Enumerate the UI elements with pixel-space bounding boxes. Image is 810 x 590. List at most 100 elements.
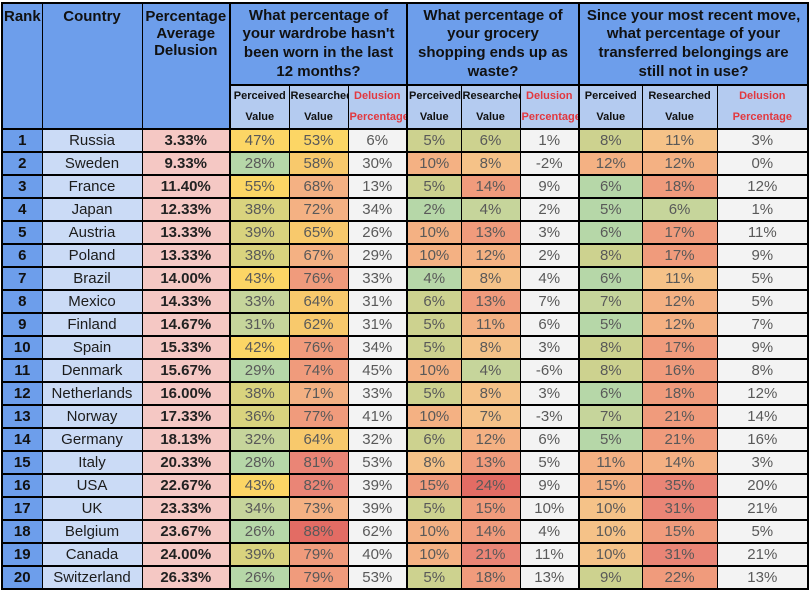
cell-rank: 13 [1,403,43,429]
cell-grocery-perceived: 10% [406,150,462,176]
cell-grocery-perceived: 5% [406,334,462,360]
cell-country: Brazil [41,265,143,291]
cell-average-delusion: 22.67% [141,472,231,498]
cell-wardrobe-perceived: 55% [229,173,290,199]
cell-belongings-researched: 11% [641,127,718,153]
cell-grocery-delusion: 1% [519,127,580,153]
cell-country: Poland [41,242,143,268]
cell-belongings-perceived: 11% [578,449,643,475]
cell-belongings-researched: 17% [641,219,718,245]
cell-belongings-delusion: 9% [716,242,809,268]
cell-rank: 10 [1,334,43,360]
header-rank: Rank [1,2,43,130]
table-row: 11 Denmark 15.67% 29% 74% 45% 10% 4% -6% 8% 16% 8% [1,357,809,383]
cell-wardrobe-researched: 76% [288,334,349,360]
table-row: 13 Norway 17.33% 36% 77% 41% 10% 7% -3% 7% 21% 14% [1,403,809,429]
cell-belongings-researched: 22% [641,564,718,590]
cell-wardrobe-researched: 72% [288,196,349,222]
table-row: 14 Germany 18.13% 32% 64% 32% 6% 12% 6% 5% 21% 16% [1,426,809,452]
table-row: 10 Spain 15.33% 42% 76% 34% 5% 8% 3% 8% 17% 9% [1,334,809,360]
cell-wardrobe-delusion: 40% [347,541,408,567]
cell-country: Russia [41,127,143,153]
cell-rank: 14 [1,426,43,452]
table-row: 5 Austria 13.33% 39% 65% 26% 10% 13% 3% 6% 17% 11% [1,219,809,245]
cell-rank: 16 [1,472,43,498]
cell-belongings-delusion: 16% [716,426,809,452]
cell-grocery-perceived: 6% [406,288,462,314]
cell-wardrobe-delusion: 34% [347,334,408,360]
cell-belongings-researched: 11% [641,265,718,291]
cell-belongings-perceived: 8% [578,242,643,268]
subheader-perceived-wardrobe: Perceived Value [229,84,290,130]
cell-belongings-delusion: 3% [716,127,809,153]
cell-wardrobe-delusion: 31% [347,311,408,337]
table-header: Rank Country Percentage Average Delusion… [1,2,809,130]
cell-grocery-researched: 14% [460,173,521,199]
cell-average-delusion: 13.33% [141,242,231,268]
cell-average-delusion: 23.67% [141,518,231,544]
cell-wardrobe-researched: 76% [288,265,349,291]
cell-grocery-researched: 12% [460,426,521,452]
cell-wardrobe-perceived: 42% [229,334,290,360]
cell-belongings-delusion: 9% [716,334,809,360]
table-row: 18 Belgium 23.67% 26% 88% 62% 10% 14% 4% 10% 15% 5% [1,518,809,544]
cell-belongings-delusion: 21% [716,541,809,567]
cell-rank: 3 [1,173,43,199]
cell-grocery-researched: 8% [460,380,521,406]
cell-grocery-delusion: 13% [519,564,580,590]
cell-wardrobe-perceived: 36% [229,403,290,429]
table-row: 9 Finland 14.67% 31% 62% 31% 5% 11% 6% 5% 12% 7% [1,311,809,337]
cell-wardrobe-researched: 58% [288,150,349,176]
cell-wardrobe-delusion: 39% [347,495,408,521]
cell-belongings-researched: 12% [641,288,718,314]
cell-grocery-delusion: 6% [519,426,580,452]
cell-grocery-perceived: 10% [406,403,462,429]
cell-wardrobe-perceived: 26% [229,518,290,544]
cell-wardrobe-perceived: 34% [229,495,290,521]
table-row: 15 Italy 20.33% 28% 81% 53% 8% 13% 5% 11% 14% 3% [1,449,809,475]
cell-wardrobe-delusion: 34% [347,196,408,222]
cell-average-delusion: 3.33% [141,127,231,153]
cell-belongings-delusion: 11% [716,219,809,245]
cell-belongings-delusion: 8% [716,357,809,383]
cell-wardrobe-delusion: 33% [347,380,408,406]
cell-average-delusion: 15.67% [141,357,231,383]
cell-country: Finland [41,311,143,337]
table-row: 8 Mexico 14.33% 33% 64% 31% 6% 13% 7% 7% 12% 5% [1,288,809,314]
cell-wardrobe-researched: 64% [288,288,349,314]
cell-wardrobe-delusion: 30% [347,150,408,176]
cell-grocery-delusion: -6% [519,357,580,383]
cell-belongings-researched: 31% [641,541,718,567]
cell-grocery-delusion: 4% [519,265,580,291]
cell-belongings-delusion: 7% [716,311,809,337]
cell-grocery-perceived: 4% [406,265,462,291]
cell-belongings-researched: 6% [641,196,718,222]
cell-wardrobe-perceived: 39% [229,541,290,567]
cell-average-delusion: 18.13% [141,426,231,452]
cell-wardrobe-delusion: 26% [347,219,408,245]
cell-belongings-delusion: 12% [716,173,809,199]
cell-belongings-researched: 21% [641,426,718,452]
cell-grocery-perceived: 5% [406,495,462,521]
cell-rank: 5 [1,219,43,245]
cell-country: Netherlands [41,380,143,406]
cell-wardrobe-delusion: 32% [347,426,408,452]
cell-belongings-researched: 18% [641,173,718,199]
cell-wardrobe-delusion: 6% [347,127,408,153]
cell-belongings-researched: 14% [641,449,718,475]
cell-belongings-perceived: 15% [578,472,643,498]
cell-country: Belgium [41,518,143,544]
cell-rank: 7 [1,265,43,291]
cell-country: Switzerland [41,564,143,590]
cell-wardrobe-perceived: 38% [229,242,290,268]
cell-rank: 4 [1,196,43,222]
cell-rank: 12 [1,380,43,406]
cell-country: Spain [41,334,143,360]
cell-country: UK [41,495,143,521]
subheader-researched-belongings: Researched Value [641,84,718,130]
cell-wardrobe-delusion: 31% [347,288,408,314]
cell-grocery-delusion: 2% [519,196,580,222]
cell-average-delusion: 15.33% [141,334,231,360]
table-row: 7 Brazil 14.00% 43% 76% 33% 4% 8% 4% 6% 11% 5% [1,265,809,291]
